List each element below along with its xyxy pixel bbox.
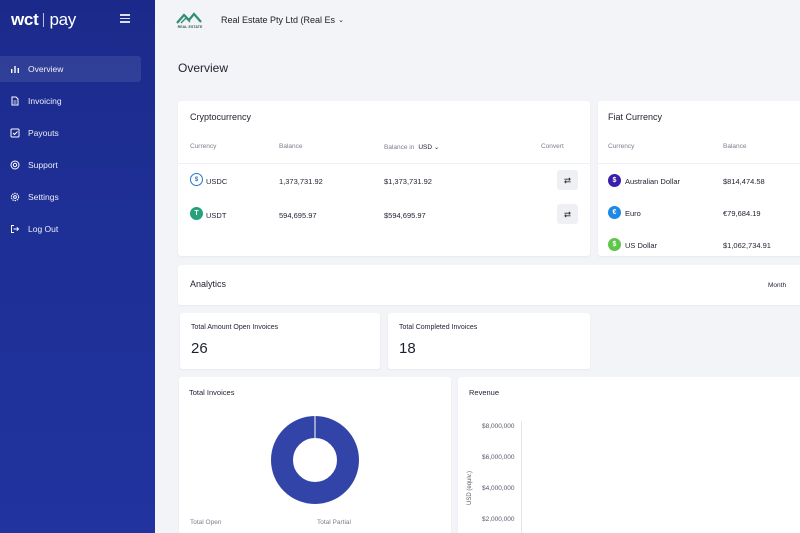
gear-icon [9,192,20,203]
total-invoices-title: Total Invoices [189,388,235,397]
currency-balance: $1,062,734.91 [723,241,771,250]
brand-part1: wct [11,10,39,29]
coin-balance-usd: $594,695.97 [384,211,426,220]
organization-name: Real Estate Pty Ltd (Real Es [221,15,336,25]
table-row: € Euro €79,684.19 [598,197,800,227]
swap-icon [564,176,571,184]
cryptocurrency-card: Cryptocurrency Currency Balance Balance … [178,101,590,256]
table-row: T USDT 594,695.97 $594,695.97 [178,199,590,231]
dollar-icon: $ [608,174,621,187]
stat-value: 18 [399,340,416,357]
convert-button[interactable] [557,204,578,224]
usdc-icon: $ [190,173,203,186]
revenue-card: Revenue $8,000,000 $6,000,000 $4,000,000… [458,377,800,533]
sidebar: wct pay Overview Invoicing Payouts [0,0,155,533]
column-header-balance: Balance [723,143,747,150]
sidebar-item-logout[interactable]: Log Out [0,216,141,242]
currency-balance: €79,684.19 [723,209,761,218]
balance-in-label: Balance in [384,143,415,151]
column-header-convert: Convert [541,143,564,150]
document-icon [9,96,20,107]
sidebar-item-label: Log Out [28,224,59,234]
column-header-currency: Currency [190,143,217,150]
sidebar-item-label: Support [28,160,58,170]
chevron-down-icon: ⌄ [338,17,344,24]
legend-item[interactable]: Total Open [190,519,222,526]
currency-name: Australian Dollar [625,177,681,186]
y-axis [521,421,522,533]
coin-balance: 594,695.97 [279,211,317,220]
page-title: Overview [178,61,229,75]
stat-value: 26 [191,340,208,357]
divider [178,163,590,164]
sidebar-item-settings[interactable]: Settings [0,184,141,210]
y-tick-label: $4,000,000 [482,485,515,492]
sidebar-item-payouts[interactable]: Payouts [0,120,141,146]
brand-separator [43,13,45,27]
sidebar-nav: Overview Invoicing Payouts Support Setti… [0,56,155,248]
coin-balance: 1,373,731.92 [279,177,323,186]
brand-part2: pay [49,10,76,29]
currency-name: Euro [625,209,641,218]
analytics-header: Analytics Month [178,265,800,305]
sidebar-item-label: Payouts [28,128,59,138]
period-selector[interactable]: Month [768,282,787,289]
sidebar-item-label: Settings [28,192,59,202]
revenue-title: Revenue [469,388,500,397]
analytics-title: Analytics [190,279,227,289]
euro-icon: € [608,206,621,219]
table-row: $ Australian Dollar $814,474.58 [598,165,800,195]
stat-label: Total Completed Invoices [399,324,478,331]
stat-card-completed-invoices: Total Completed Invoices 18 [388,313,590,369]
y-tick-label: $6,000,000 [482,454,515,461]
top-bar: REAL ESTATE Real Estate Pty Ltd (Real Es… [155,0,800,42]
cryptocurrency-title: Cryptocurrency [190,112,252,122]
balance-currency-select[interactable]: USD ⌄ [418,144,440,151]
total-invoices-card: Total Invoices Total Open Total Partial [179,377,451,533]
fiat-currency-title: Fiat Currency [608,112,663,122]
currency-balance: $814,474.58 [723,177,765,186]
invoices-donut-chart[interactable] [270,415,360,505]
table-row: $ USDC 1,373,731.92 $1,373,731.92 [178,165,590,197]
organization-selector[interactable]: Real Estate Pty Ltd (Real Es ⌄ [221,15,344,25]
dollar-icon: $ [608,238,621,251]
stat-card-open-invoices: Total Amount Open Invoices 26 [180,313,380,369]
convert-button[interactable] [557,170,578,190]
column-header-balance-in: Balance in USD ⌄ [384,143,440,152]
bar-chart-icon [9,64,20,75]
y-tick-label: $8,000,000 [482,423,515,430]
column-header-currency: Currency [608,143,635,150]
sidebar-item-support[interactable]: Support [0,152,141,178]
y-axis-label: USD (equiv.) [467,471,473,505]
y-tick-label: $2,000,000 [482,516,515,523]
currency-name: US Dollar [625,241,658,250]
sidebar-item-overview[interactable]: Overview [0,56,141,82]
hamburger-menu-icon[interactable] [120,14,130,23]
table-row: $ US Dollar $1,062,734.91 [598,229,800,259]
legend-item[interactable]: Total Partial [317,519,351,526]
stat-label: Total Amount Open Invoices [191,324,279,331]
divider [598,163,800,164]
coin-balance-usd: $1,373,731.92 [384,177,432,186]
sidebar-item-invoicing[interactable]: Invoicing [0,88,141,114]
lifebuoy-icon [9,160,20,171]
check-square-icon [9,128,20,139]
coin-symbol: USDC [206,177,228,186]
swap-icon [564,210,571,218]
logout-icon [9,224,20,235]
logo-text: REAL ESTATE [177,25,203,29]
column-header-balance: Balance [279,143,303,150]
coin-symbol: USDT [206,211,227,220]
sidebar-item-label: Overview [28,64,64,74]
brand-logo[interactable]: wct pay [11,10,76,30]
usdt-icon: T [190,207,203,220]
fiat-currency-card: Fiat Currency Currency Balance $ Austral… [598,101,800,256]
real-estate-logo-icon [176,12,202,24]
sidebar-item-label: Invoicing [28,96,62,106]
